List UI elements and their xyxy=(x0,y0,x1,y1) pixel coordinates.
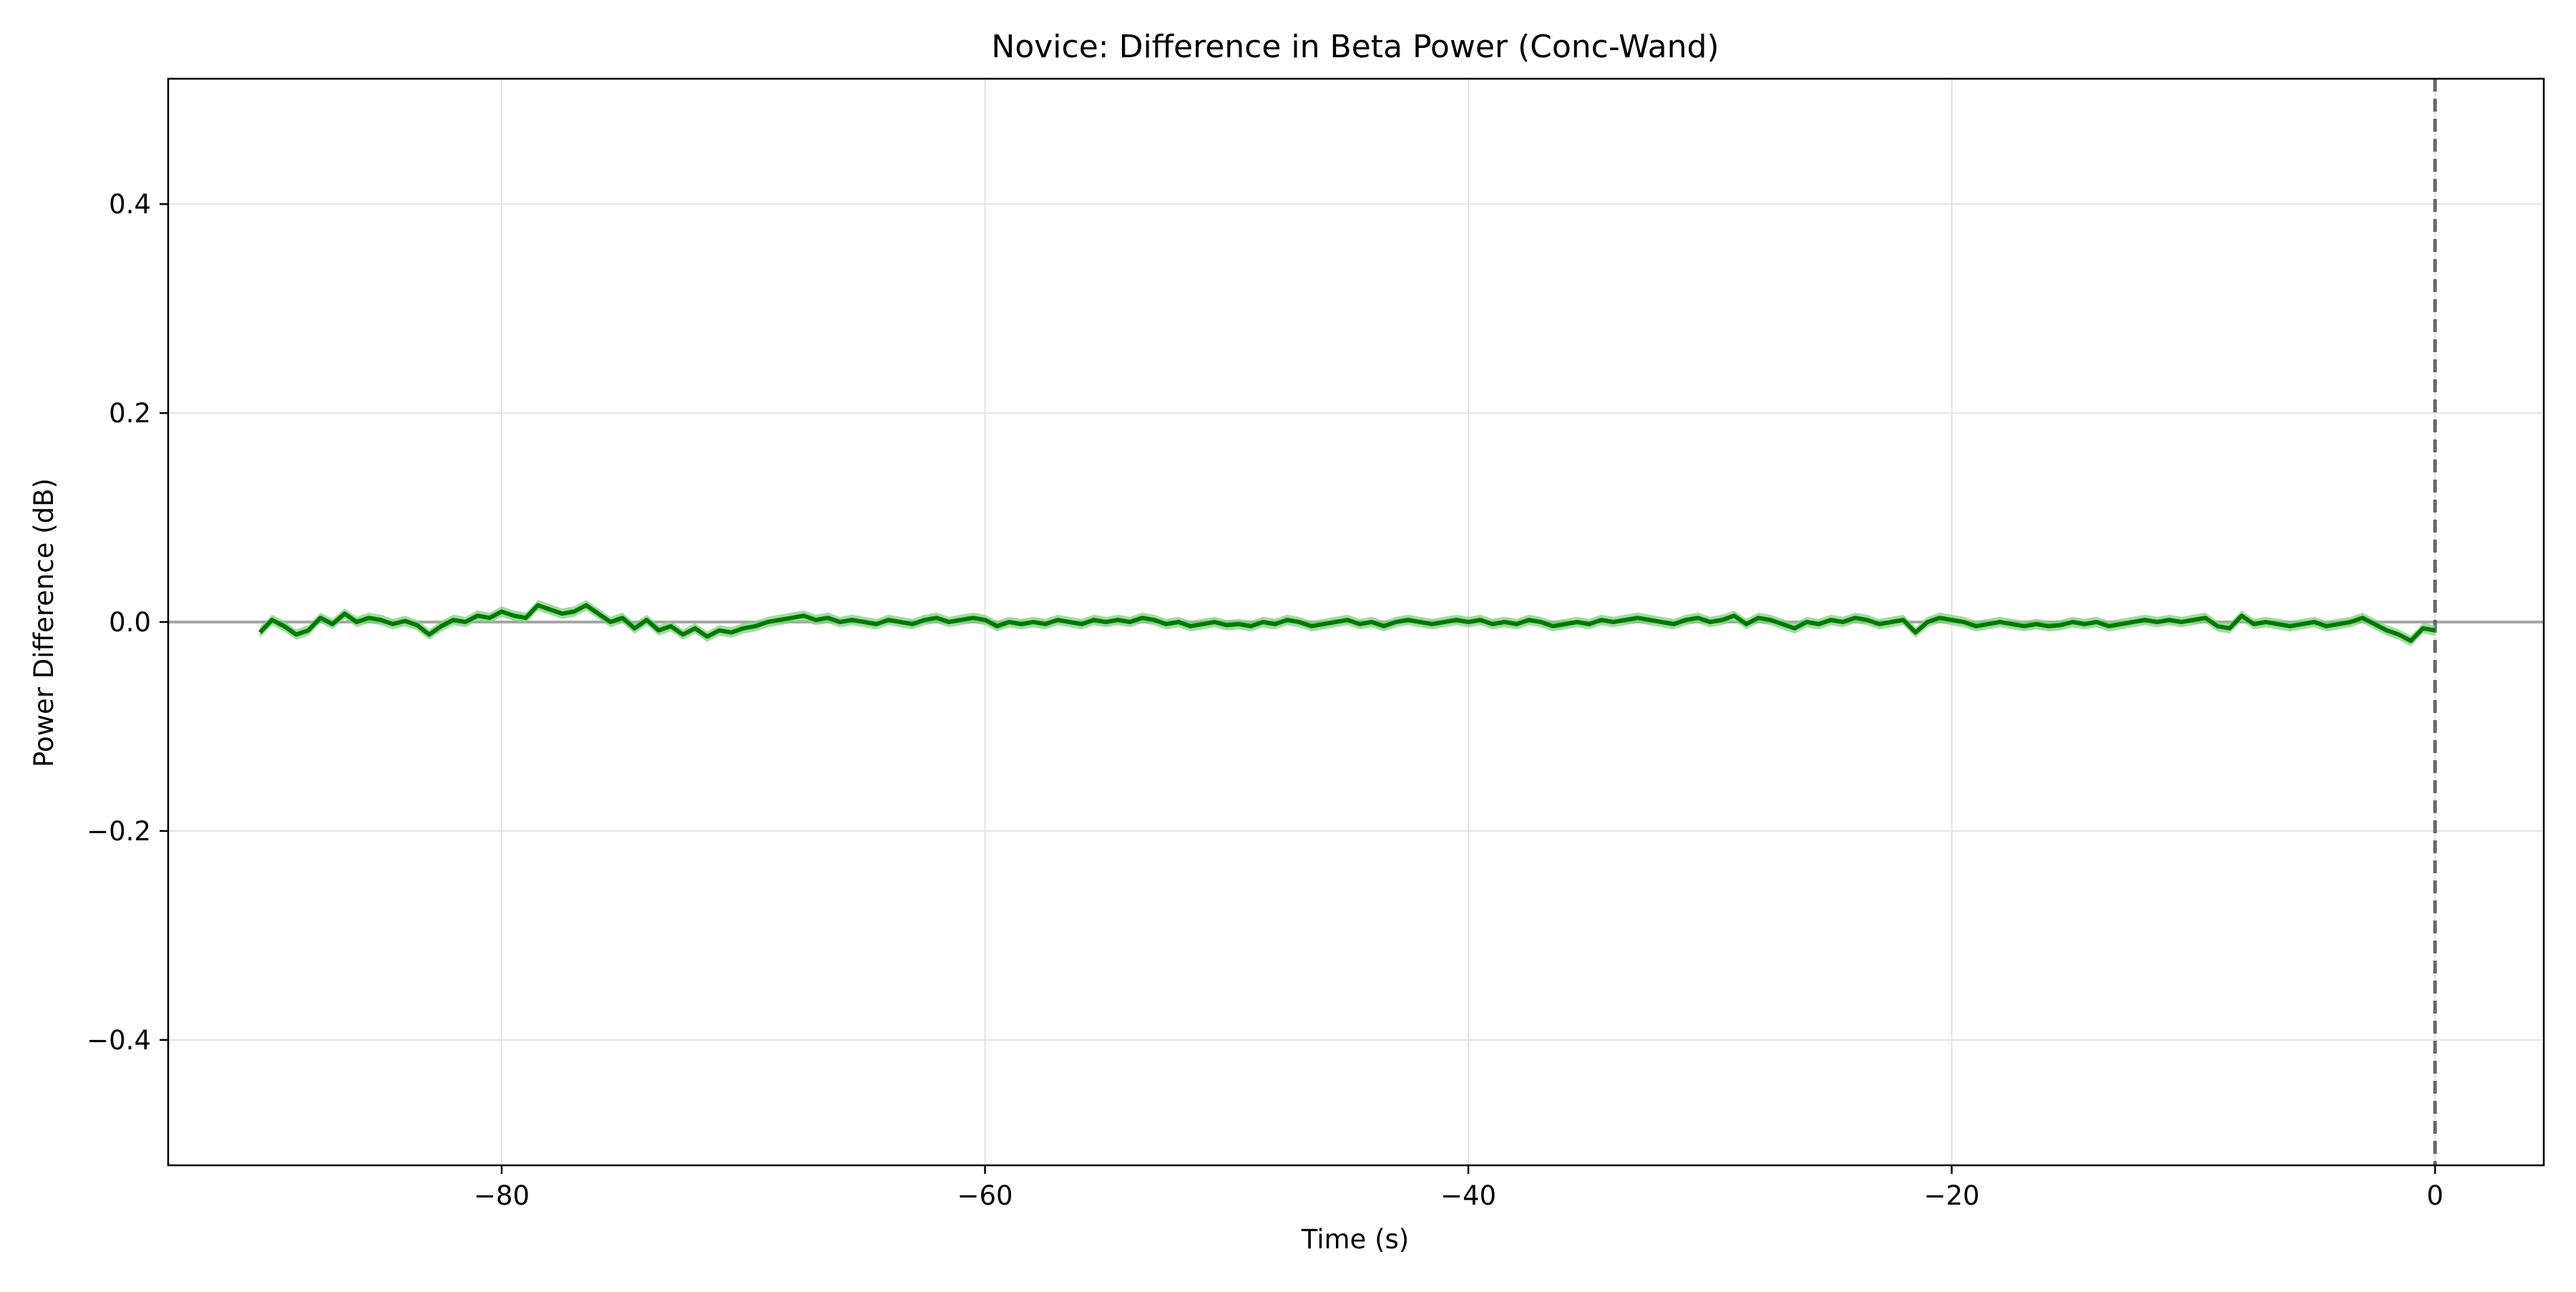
mean-difference-line xyxy=(258,603,2436,643)
y-axis-label: Power Difference (dB) xyxy=(29,478,59,767)
data-layer xyxy=(258,600,2436,646)
y-tick-label: 0.0 xyxy=(109,607,151,638)
y-tick-label: −0.2 xyxy=(87,816,151,847)
y-axis-ticks: −0.4 −0.2 0.0 0.2 0.4 xyxy=(87,189,168,1056)
y-tick-label: −0.4 xyxy=(87,1025,151,1056)
x-axis-ticks: −80 −60 −40 −20 0 xyxy=(474,1165,2444,1211)
x-tick-label: −20 xyxy=(1923,1180,1979,1211)
y-tick-label: 0.2 xyxy=(109,398,151,429)
x-tick-label: −80 xyxy=(474,1180,530,1211)
chart-title: Novice: Difference in Beta Power (Conc-W… xyxy=(991,29,1719,65)
x-axis-label: Time (s) xyxy=(1301,1224,1409,1255)
confidence-band xyxy=(260,600,2435,646)
x-tick-label: −40 xyxy=(1440,1180,1496,1211)
y-tick-label: 0.4 xyxy=(109,189,151,220)
x-tick-label: 0 xyxy=(2426,1180,2444,1211)
x-tick-label: −60 xyxy=(957,1180,1013,1211)
